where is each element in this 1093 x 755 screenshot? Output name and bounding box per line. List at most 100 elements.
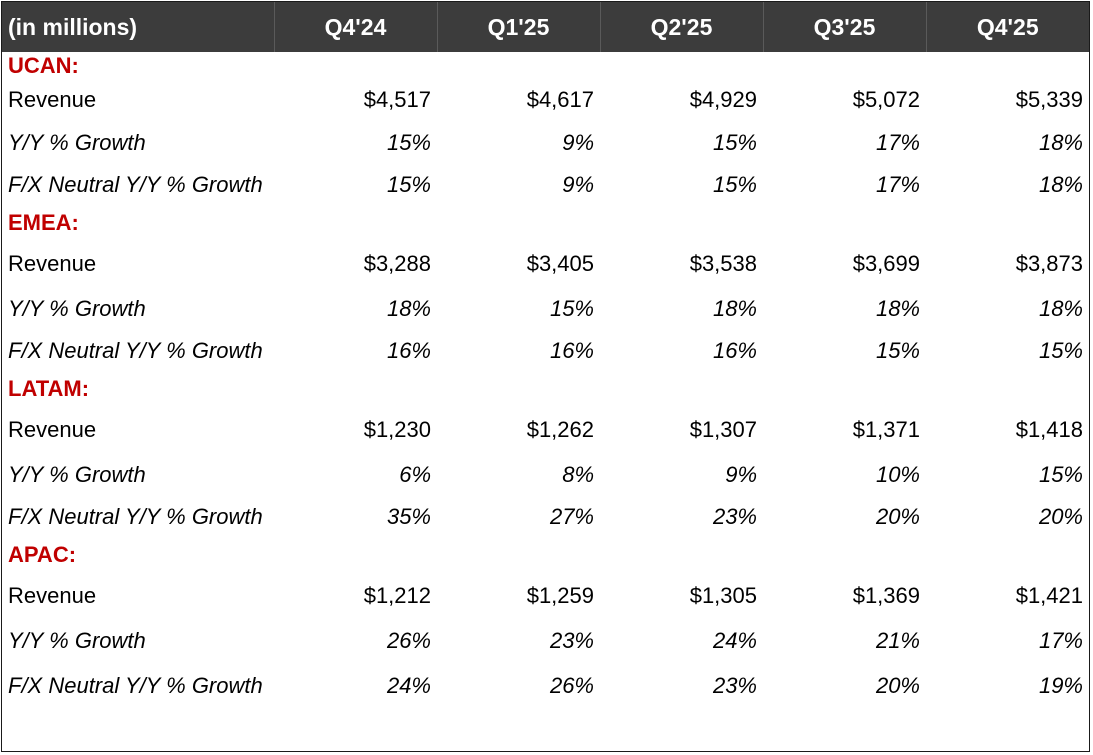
quarter-header: Q4'25 xyxy=(976,13,1039,40)
table-row: F/X Neutral Y/Y % Growth 35% 27% 23% 20%… xyxy=(2,497,1089,537)
cell-value: $1,418 xyxy=(1015,416,1083,442)
cell-value: 19% xyxy=(1038,672,1083,698)
row-label: F/X Neutral Y/Y % Growth xyxy=(8,338,263,363)
row-label: Revenue xyxy=(8,87,97,112)
cell-value: 16% xyxy=(712,338,757,363)
cell-value: $1,259 xyxy=(526,582,594,608)
cell-value: 15% xyxy=(1038,338,1083,363)
region-name: UCAN: xyxy=(8,53,79,78)
row-label: Y/Y % Growth xyxy=(8,461,146,487)
cell-value: $1,369 xyxy=(852,582,920,608)
cell-value: 16% xyxy=(549,338,594,363)
region-name: APAC: xyxy=(8,542,77,567)
revenue-grid: (in millions) Q4'24 Q1'25 Q2'25 Q3'25 Q4… xyxy=(2,2,1089,708)
cell-value: 15% xyxy=(1038,461,1083,487)
cell-value: $5,339 xyxy=(1015,87,1083,112)
cell-value: 18% xyxy=(1038,129,1083,155)
cell-value: 9% xyxy=(725,461,757,487)
cell-value: 18% xyxy=(712,295,757,321)
cell-value: $1,212 xyxy=(363,582,431,608)
cell-value: 15% xyxy=(386,129,431,155)
cell-value: 9% xyxy=(562,129,594,155)
table-row: Revenue $1,212 $1,259 $1,305 $1,369 $1,4… xyxy=(2,573,1089,618)
region-heading-row: EMEA: xyxy=(2,205,1089,241)
cell-value: 17% xyxy=(1038,627,1083,653)
cell-value: $3,873 xyxy=(1015,250,1083,276)
table-row: F/X Neutral Y/Y % Growth 16% 16% 16% 15%… xyxy=(2,331,1089,371)
cell-value: 24% xyxy=(712,627,757,653)
table-row: Y/Y % Growth 15% 9% 15% 17% 18% xyxy=(2,120,1089,165)
region-heading-row: LATAM: xyxy=(2,371,1089,407)
cell-value: 23% xyxy=(712,504,757,529)
cell-value: 21% xyxy=(875,627,920,653)
cell-value: $1,371 xyxy=(852,416,920,442)
cell-value: $1,262 xyxy=(526,416,594,442)
table-row: F/X Neutral Y/Y % Growth 24% 26% 23% 20%… xyxy=(2,663,1089,708)
cell-value: $3,699 xyxy=(852,250,920,276)
cell-value: $3,405 xyxy=(526,250,594,276)
quarter-header: Q1'25 xyxy=(437,2,601,52)
table-row: Y/Y % Growth 18% 15% 18% 18% 18% xyxy=(2,286,1089,331)
cell-value: $5,072 xyxy=(852,87,920,112)
cell-value: 6% xyxy=(399,461,431,487)
cell-value: 15% xyxy=(712,172,757,197)
table-row: F/X Neutral Y/Y % Growth 15% 9% 15% 17% … xyxy=(2,165,1089,205)
cell-value: 26% xyxy=(549,672,594,698)
unit-label: (in millions) xyxy=(2,2,275,52)
cell-value: 18% xyxy=(1038,295,1083,321)
cell-value: 23% xyxy=(549,627,594,653)
quarter-header: Q4'24 xyxy=(274,2,438,52)
table-row: Revenue $4,517 $4,617 $4,929 $5,072 $5,3… xyxy=(2,80,1089,120)
region-name: LATAM: xyxy=(8,376,90,401)
header-row: (in millions) Q4'24 Q1'25 Q2'25 Q3'25 Q4… xyxy=(2,2,1089,52)
quarter-header: Q3'25 xyxy=(763,2,927,52)
row-label: Y/Y % Growth xyxy=(8,627,146,653)
cell-value: $1,230 xyxy=(363,416,431,442)
row-label: Revenue xyxy=(8,582,97,608)
cell-value: 35% xyxy=(386,504,431,529)
table-row: Revenue $1,230 $1,262 $1,307 $1,371 $1,4… xyxy=(2,407,1089,452)
cell-value: $1,307 xyxy=(689,416,757,442)
cell-value: $4,617 xyxy=(526,87,594,112)
cell-value: $4,517 xyxy=(363,87,431,112)
quarter-header: Q2'25 xyxy=(600,2,764,52)
cell-value: $1,305 xyxy=(689,582,757,608)
region-heading-row: UCAN: xyxy=(2,52,1089,80)
cell-value: 17% xyxy=(875,172,920,197)
cell-value: 15% xyxy=(549,295,594,321)
table-row: Revenue $3,288 $3,405 $3,538 $3,699 $3,8… xyxy=(2,241,1089,286)
cell-value: 17% xyxy=(875,129,920,155)
row-label: Revenue xyxy=(8,416,97,442)
cell-value: 15% xyxy=(875,338,920,363)
cell-value: $1,421 xyxy=(1015,582,1083,608)
row-label: F/X Neutral Y/Y % Growth xyxy=(8,672,263,698)
cell-value: 15% xyxy=(712,129,757,155)
cell-value: 18% xyxy=(875,295,920,321)
cell-value: 20% xyxy=(1038,504,1083,529)
cell-value: $3,538 xyxy=(689,250,757,276)
cell-value: 10% xyxy=(875,461,920,487)
cell-value: $3,288 xyxy=(363,250,431,276)
row-label: Y/Y % Growth xyxy=(8,295,146,321)
cell-value: 26% xyxy=(386,627,431,653)
cell-value: 23% xyxy=(712,672,757,698)
cell-value: 16% xyxy=(386,338,431,363)
row-label: Revenue xyxy=(8,250,97,276)
cell-value: 15% xyxy=(386,172,431,197)
cell-value: 9% xyxy=(562,172,594,197)
cell-value: 27% xyxy=(549,504,594,529)
row-label: F/X Neutral Y/Y % Growth xyxy=(8,172,263,197)
region-name: EMEA: xyxy=(8,210,79,235)
cell-value: 18% xyxy=(386,295,431,321)
cell-value: 20% xyxy=(875,672,920,698)
region-heading-row: APAC: xyxy=(2,537,1089,573)
table-row: Y/Y % Growth 6% 8% 9% 10% 15% xyxy=(2,452,1089,497)
cell-value: 20% xyxy=(875,504,920,529)
cell-value: 18% xyxy=(1038,172,1083,197)
cell-value: 8% xyxy=(562,461,594,487)
row-label: F/X Neutral Y/Y % Growth xyxy=(8,504,263,529)
cell-value: $4,929 xyxy=(689,87,757,112)
row-label: Y/Y % Growth xyxy=(8,129,146,155)
table-row: Y/Y % Growth 26% 23% 24% 21% 17% xyxy=(2,618,1089,663)
